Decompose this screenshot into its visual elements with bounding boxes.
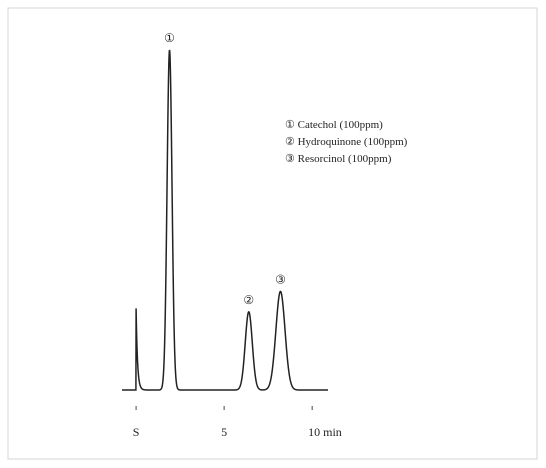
- peak-label: ③: [275, 272, 286, 286]
- x-tick-label: 5: [221, 425, 227, 439]
- legend-entry: ③ Resorcinol (100ppm): [285, 153, 392, 165]
- trace: [122, 49, 328, 391]
- peak-label: ②: [243, 293, 254, 307]
- peak-label: ①: [164, 31, 175, 45]
- frame: [7, 7, 538, 460]
- x-tick-label: S: [133, 425, 140, 439]
- legend-entry: ① Catechol (100ppm): [285, 119, 383, 131]
- legend-entry: ② Hydroquinone (100ppm): [285, 136, 408, 148]
- x-tick-label: 10 min: [308, 425, 342, 439]
